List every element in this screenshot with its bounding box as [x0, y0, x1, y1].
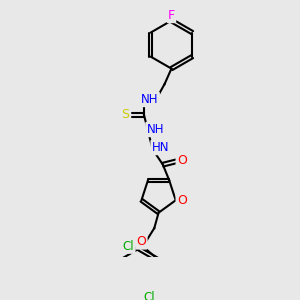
Text: O: O: [136, 236, 146, 248]
Text: F: F: [168, 9, 175, 22]
Text: Cl: Cl: [143, 291, 155, 300]
Text: NH: NH: [146, 123, 164, 136]
Text: NH: NH: [141, 93, 159, 106]
Text: S: S: [121, 108, 129, 122]
Text: HN: HN: [152, 141, 169, 154]
Text: O: O: [177, 154, 187, 167]
Text: Cl: Cl: [123, 240, 134, 253]
Text: O: O: [177, 194, 187, 207]
